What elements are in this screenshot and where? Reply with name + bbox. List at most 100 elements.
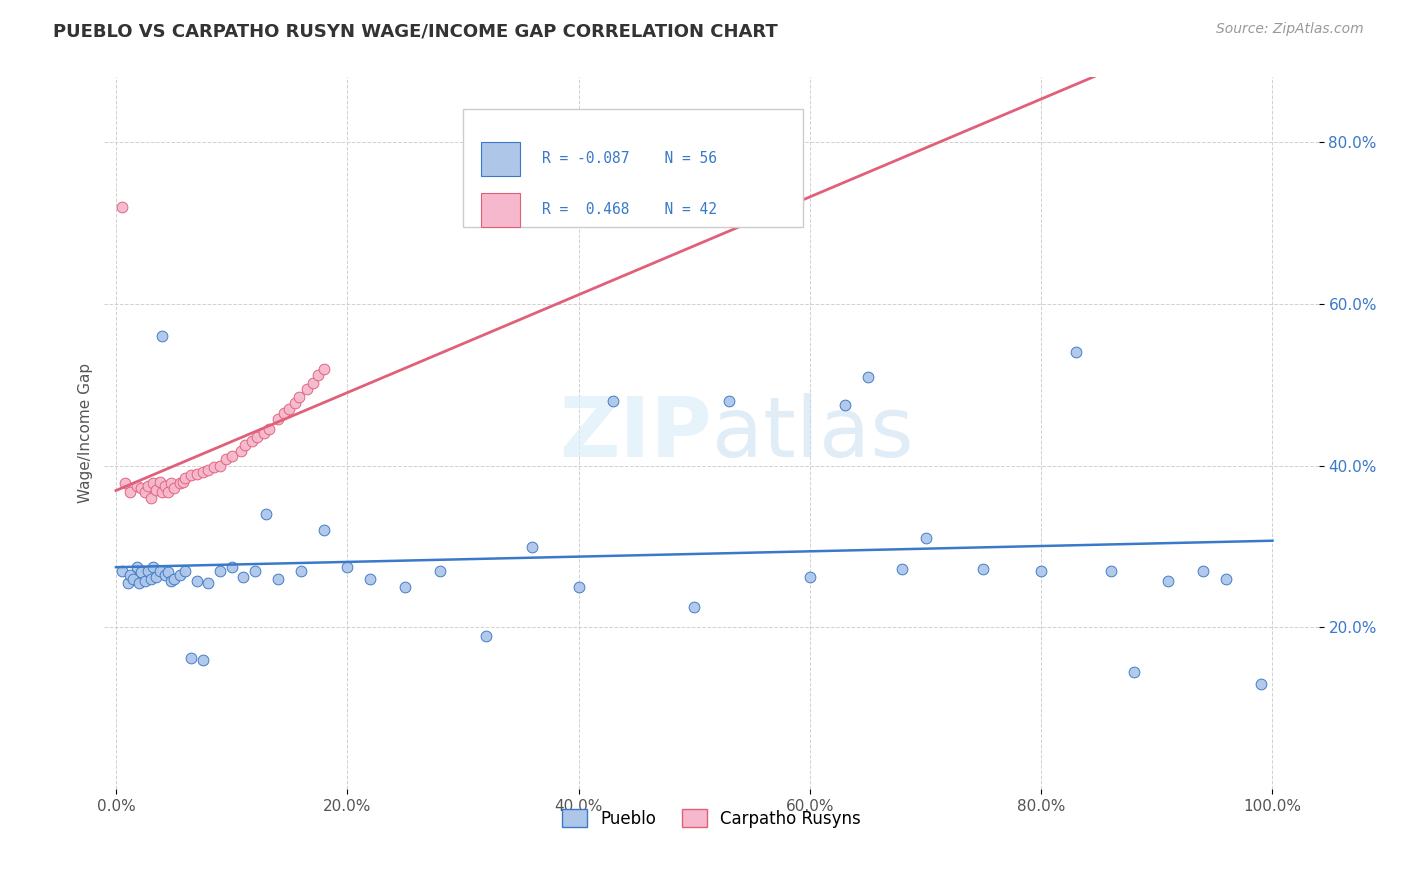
- Text: R =  0.468    N = 42: R = 0.468 N = 42: [541, 202, 717, 218]
- Point: [191, 653, 214, 667]
- Point: [191, 465, 214, 479]
- Point: [522, 540, 544, 554]
- Point: [153, 479, 176, 493]
- Point: [314, 524, 336, 538]
- Point: [149, 475, 172, 489]
- Point: [284, 395, 307, 409]
- Point: [856, 369, 879, 384]
- Point: [1157, 574, 1180, 588]
- Point: [242, 434, 264, 449]
- Point: [602, 394, 624, 409]
- Point: [174, 471, 197, 485]
- Point: [160, 574, 183, 588]
- Point: [125, 559, 148, 574]
- Point: [150, 484, 173, 499]
- Point: [145, 570, 167, 584]
- Point: [172, 475, 194, 489]
- Point: [359, 572, 381, 586]
- Point: [118, 484, 141, 499]
- Point: [117, 576, 139, 591]
- Point: [215, 452, 238, 467]
- Point: [567, 580, 589, 594]
- Point: [1215, 572, 1237, 586]
- Point: [290, 564, 312, 578]
- Point: [197, 463, 219, 477]
- Point: [169, 567, 191, 582]
- Point: [314, 361, 336, 376]
- Point: [197, 576, 219, 591]
- Point: [111, 564, 134, 578]
- Point: [972, 562, 994, 576]
- Point: [267, 572, 290, 586]
- Point: [429, 564, 451, 578]
- Point: [307, 368, 329, 383]
- Text: PUEBLO VS CARPATHO RUSYN WAGE/INCOME GAP CORRELATION CHART: PUEBLO VS CARPATHO RUSYN WAGE/INCOME GAP…: [53, 22, 778, 40]
- Text: R = -0.087    N = 56: R = -0.087 N = 56: [541, 151, 717, 166]
- Point: [160, 476, 183, 491]
- Point: [273, 406, 295, 420]
- Point: [287, 390, 309, 404]
- Point: [149, 564, 172, 578]
- FancyBboxPatch shape: [481, 193, 520, 227]
- Point: [278, 402, 301, 417]
- Point: [163, 481, 186, 495]
- Legend: Pueblo, Carpatho Rusyns: Pueblo, Carpatho Rusyns: [555, 803, 868, 834]
- Text: ZIP: ZIP: [560, 392, 711, 474]
- Point: [134, 484, 156, 499]
- Point: [914, 532, 936, 546]
- Point: [208, 458, 231, 473]
- Point: [267, 411, 290, 425]
- Point: [799, 570, 821, 584]
- Point: [717, 394, 740, 409]
- Point: [229, 444, 252, 458]
- Point: [1064, 345, 1087, 359]
- Point: [1122, 665, 1144, 679]
- Point: [221, 449, 243, 463]
- Point: [394, 580, 416, 594]
- Point: [174, 564, 197, 578]
- Point: [142, 476, 165, 491]
- Point: [295, 382, 318, 396]
- Point: [232, 570, 254, 584]
- Point: [139, 572, 162, 586]
- Point: [208, 564, 231, 578]
- Point: [122, 572, 145, 586]
- Point: [131, 566, 153, 580]
- Point: [891, 562, 914, 576]
- Point: [136, 479, 159, 493]
- Point: [186, 574, 208, 588]
- Point: [301, 376, 323, 391]
- Point: [169, 476, 191, 491]
- Point: [156, 484, 179, 499]
- Point: [145, 483, 167, 497]
- Point: [156, 566, 179, 580]
- Point: [475, 628, 498, 642]
- Point: [235, 438, 257, 452]
- Point: [139, 491, 162, 505]
- Point: [1192, 564, 1215, 578]
- Point: [257, 422, 280, 436]
- Point: [111, 200, 134, 214]
- FancyBboxPatch shape: [481, 142, 520, 176]
- Point: [336, 559, 359, 574]
- Point: [246, 430, 269, 444]
- Point: [142, 559, 165, 574]
- Point: [163, 572, 186, 586]
- Point: [186, 467, 208, 481]
- Point: [202, 460, 225, 475]
- Point: [1250, 677, 1272, 691]
- Point: [253, 426, 276, 441]
- Point: [128, 576, 150, 591]
- Point: [180, 468, 202, 483]
- Point: [683, 600, 706, 615]
- FancyBboxPatch shape: [463, 110, 803, 227]
- Point: [131, 481, 153, 495]
- Point: [136, 564, 159, 578]
- Point: [180, 651, 202, 665]
- Y-axis label: Wage/Income Gap: Wage/Income Gap: [79, 363, 93, 503]
- Point: [134, 574, 156, 588]
- Point: [125, 479, 148, 493]
- Point: [254, 507, 277, 521]
- Text: atlas: atlas: [711, 392, 914, 474]
- Point: [1031, 564, 1053, 578]
